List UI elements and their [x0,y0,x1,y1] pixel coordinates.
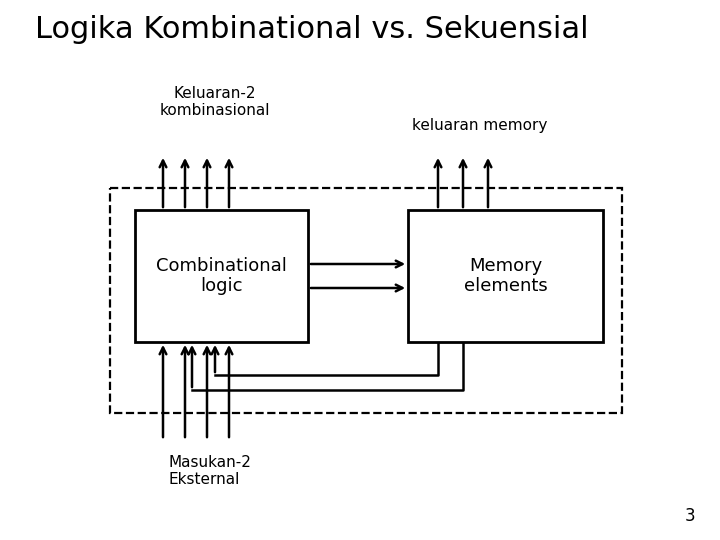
Text: Masukan-2
Eksternal: Masukan-2 Eksternal [168,455,251,488]
Text: keluaran memory: keluaran memory [413,118,548,133]
Text: Memory
elements: Memory elements [464,256,547,295]
Text: Combinational
logic: Combinational logic [156,256,287,295]
Text: Logika Kombinational vs. Sekuensial: Logika Kombinational vs. Sekuensial [35,15,589,44]
Bar [110,188,622,413]
Bar [135,210,308,342]
Bar [408,210,603,342]
Text: 3: 3 [685,507,695,525]
Text: Keluaran-2
kombinasional: Keluaran-2 kombinasional [160,86,270,118]
